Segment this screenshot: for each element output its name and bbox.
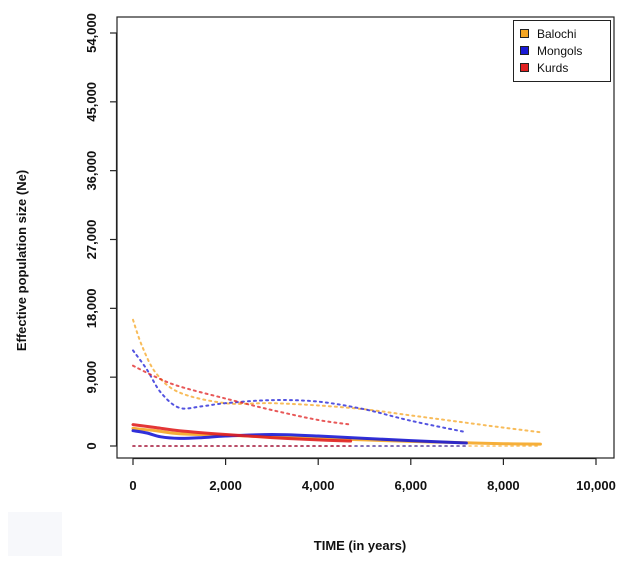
legend-item-mongols: Mongols (520, 42, 604, 59)
series-kurds-median-line (131, 423, 353, 443)
plot-frame (116, 16, 615, 459)
x-tick-label-1: 2,000 (209, 478, 242, 493)
series-kurds-upper-hpd-line (132, 364, 352, 426)
series-mongols-median-line (131, 429, 468, 445)
y-tick-label-0: 0 (84, 442, 99, 449)
y-tick-label-5: 45,000 (84, 82, 99, 122)
y-axis-title-text: Effective population size (Ne) (14, 169, 30, 351)
x-tick-label-3: 6,000 (395, 478, 428, 493)
series-layer (131, 318, 542, 447)
legend: Balochi Mongols Kurds (513, 20, 611, 82)
legend-swatch-kurds (520, 63, 529, 72)
x-axis: 0 2,000 4,000 6,000 8,000 10,000 (129, 457, 616, 493)
y-tick-label-3: 27,000 (84, 220, 99, 260)
legend-label-kurds: Kurds (537, 60, 569, 75)
y-tick-label-2: 18,000 (84, 288, 99, 328)
series-kurds (131, 364, 353, 447)
x-tick-label-0: 0 (129, 478, 136, 493)
legend-label-mongols: Mongols (537, 43, 583, 58)
x-axis-title: TIME (in years) (313, 538, 407, 553)
y-tick-label-1: 9,000 (84, 361, 99, 394)
y-axis-title: Effective population size (Ne) (8, 80, 36, 440)
series-balochi-upper-hpd-line (132, 318, 542, 434)
legend-item-kurds: Kurds (520, 59, 604, 76)
series-balochi-median-line (131, 426, 542, 446)
image-artifact (8, 512, 62, 556)
x-tick-label-4: 8,000 (487, 478, 520, 493)
legend-swatch-balochi (520, 29, 529, 38)
series-balochi (131, 318, 542, 447)
y-axis: 0 9,000 18,000 27,000 36,000 45,000 54,000 (84, 13, 118, 450)
legend-swatch-mongols (520, 46, 529, 55)
series-mongols-upper-hpd-line (132, 349, 468, 434)
legend-label-balochi: Balochi (537, 26, 577, 41)
series-mongols (131, 349, 468, 447)
x-tick-label-5: 10,000 (576, 478, 616, 493)
x-tick-label-2: 4,000 (302, 478, 335, 493)
y-tick-label-6: 54,000 (84, 13, 99, 53)
legend-item-balochi: Balochi (520, 25, 604, 42)
y-tick-label-4: 36,000 (84, 151, 99, 191)
